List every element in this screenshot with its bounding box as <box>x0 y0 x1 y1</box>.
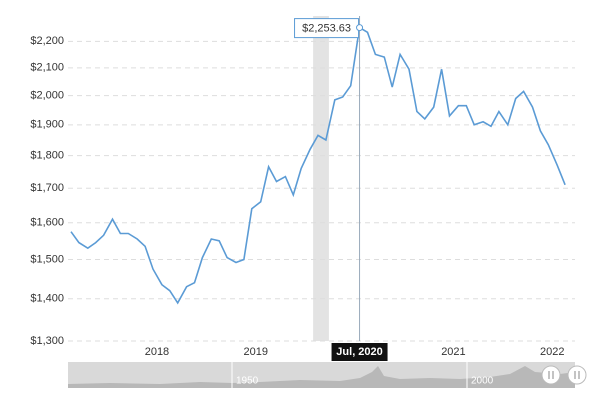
navigator[interactable]: 1950 2000 <box>68 362 587 388</box>
recession-band <box>313 16 329 341</box>
y-tick-label: $1,700 <box>30 182 64 194</box>
y-tick-label: $2,200 <box>30 35 64 47</box>
line <box>70 26 566 305</box>
y-tick-label: $1,600 <box>30 217 64 229</box>
y-tick-label: $1,400 <box>30 293 64 305</box>
navigator-area <box>68 366 575 388</box>
y-tick-label: $1,500 <box>30 253 64 265</box>
crosshair-date: Jul, 2020 <box>336 346 382 358</box>
navigator-handle[interactable] <box>567 365 587 385</box>
navigator-label: 2000 <box>471 376 494 387</box>
y-tick-label: $2,100 <box>30 62 64 74</box>
navigator-handle[interactable] <box>541 365 561 385</box>
y-tick-label: $1,300 <box>30 335 64 347</box>
y-tick-label: $2,000 <box>30 90 64 102</box>
y-tick-label: $1,800 <box>30 150 64 162</box>
x-tick-label: 2021 <box>441 346 465 358</box>
crosshair-date-box <box>331 343 388 361</box>
hover-point <box>356 24 364 32</box>
y-tick-label: $1,900 <box>30 119 64 131</box>
x-tick-label: 2018 <box>145 346 169 358</box>
x-tick-label: 2019 <box>244 346 268 358</box>
x-tick-label: 2022 <box>540 346 564 358</box>
tooltip-value: $2,253.63 <box>302 23 351 35</box>
navigator-label: 1950 <box>236 376 259 387</box>
